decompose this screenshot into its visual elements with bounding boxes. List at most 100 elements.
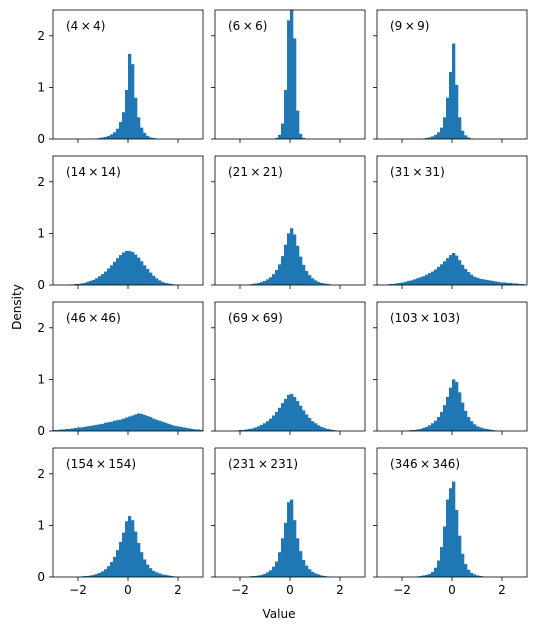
histogram-bar: [152, 137, 156, 139]
histogram-bar: [485, 279, 489, 285]
histogram-bar: [389, 283, 393, 285]
histogram-bar: [476, 426, 480, 431]
x-tick-label: −2: [231, 583, 249, 597]
histogram-bar: [281, 123, 285, 139]
histogram-bar: [269, 418, 273, 431]
histogram-bar: [473, 424, 477, 431]
x-axis-title: Value: [263, 607, 296, 621]
histogram-bar: [89, 425, 93, 431]
histogram-bar: [476, 277, 480, 285]
y-tick-label: 1: [37, 226, 45, 240]
histogram-bar: [479, 575, 483, 577]
histogram-bar: [425, 137, 429, 139]
histogram-bar: [503, 282, 507, 285]
histogram-bars: [416, 481, 486, 577]
histogram-bar: [419, 277, 423, 285]
panel-size-label: (4 × 4): [66, 19, 105, 33]
histogram-bar: [254, 575, 258, 577]
histogram-bars: [80, 516, 177, 577]
histogram-bar: [137, 117, 141, 139]
histogram-bar: [293, 38, 297, 139]
histogram-bar: [134, 254, 138, 285]
histogram-bar: [131, 64, 135, 139]
histogram-bar: [263, 423, 267, 431]
histogram-bar: [437, 417, 441, 431]
histogram-bar: [161, 421, 165, 431]
histogram-bar: [146, 135, 150, 139]
histogram-bar: [155, 572, 159, 577]
histogram-bar: [479, 427, 483, 431]
histogram-bar: [464, 410, 468, 431]
histogram-bar: [188, 428, 192, 431]
histogram-bar: [455, 255, 459, 285]
histogram-bar: [470, 572, 474, 577]
histogram-bar: [191, 428, 195, 431]
panel-2: (6 × 6): [211, 9, 366, 143]
histogram-bar: [278, 407, 282, 431]
histogram-bar: [308, 569, 312, 577]
histogram-bar: [398, 282, 402, 285]
histogram-bar: [119, 419, 123, 431]
panel-10: −2 0 2 0 1 2 (154 × 154): [37, 447, 204, 597]
panel-6: (31 × 31): [373, 155, 528, 289]
histogram-bar: [95, 424, 99, 431]
x-tick-label: 2: [174, 583, 182, 597]
histogram-bar: [323, 427, 327, 431]
histogram-bar: [83, 575, 87, 577]
histogram-bar: [434, 567, 438, 577]
histogram-bar: [296, 538, 300, 577]
histogram-bar: [158, 420, 162, 431]
histogram-bar: [449, 488, 453, 577]
histogram-bar: [296, 110, 300, 139]
histogram-bar: [509, 282, 513, 285]
histogram-bar: [482, 428, 486, 431]
histogram-bars: [68, 250, 177, 285]
histogram-bar: [440, 127, 444, 139]
histogram-bar: [113, 420, 117, 431]
histogram-bar: [101, 137, 105, 139]
histogram-bar: [326, 428, 330, 431]
histogram-bar: [149, 272, 153, 285]
histogram-bars: [236, 393, 339, 431]
histogram-bar: [422, 575, 426, 577]
histogram-bar: [437, 132, 441, 139]
histogram-bar: [416, 429, 420, 431]
panel-size-label: (14 × 14): [66, 165, 121, 179]
histogram-bar: [149, 568, 153, 577]
histogram-bar: [131, 520, 135, 577]
histogram-bar: [269, 570, 273, 577]
histogram-bar: [119, 541, 123, 577]
histogram-bar: [296, 401, 300, 431]
histogram-bar: [122, 418, 126, 431]
y-tick-label: 2: [37, 175, 45, 189]
histogram-bars: [407, 379, 498, 431]
histogram-bar: [479, 278, 483, 285]
histogram-bar: [311, 421, 315, 431]
histogram-bar: [116, 128, 120, 139]
histogram-bar: [281, 403, 285, 431]
histogram-bar: [77, 427, 81, 431]
histogram-bar: [56, 429, 60, 431]
histogram-bar: [266, 279, 270, 285]
histogram-bar: [461, 553, 465, 577]
histogram-bar: [74, 427, 78, 431]
panel-11: −2 0 2 (231 × 231): [211, 447, 366, 597]
histogram-bar: [83, 426, 87, 431]
histogram-bar: [419, 428, 423, 431]
histogram-bar: [131, 415, 135, 431]
x-tick-label: 0: [448, 583, 456, 597]
histogram-bar: [113, 132, 117, 139]
x-tick-label: −2: [393, 583, 411, 597]
histogram-bar: [488, 280, 492, 285]
panel-size-label: (31 × 31): [390, 165, 445, 179]
histogram-bar: [125, 250, 129, 285]
histogram-bar: [464, 269, 468, 285]
histogram-bar: [92, 574, 96, 577]
histogram-bar: [104, 569, 108, 577]
histogram-bars: [422, 43, 474, 139]
histogram-bar: [275, 561, 279, 577]
panel-size-label: (346 × 346): [390, 457, 460, 471]
histogram-bar: [119, 255, 123, 285]
histogram-bar: [281, 538, 285, 577]
histogram-bar: [461, 402, 465, 431]
